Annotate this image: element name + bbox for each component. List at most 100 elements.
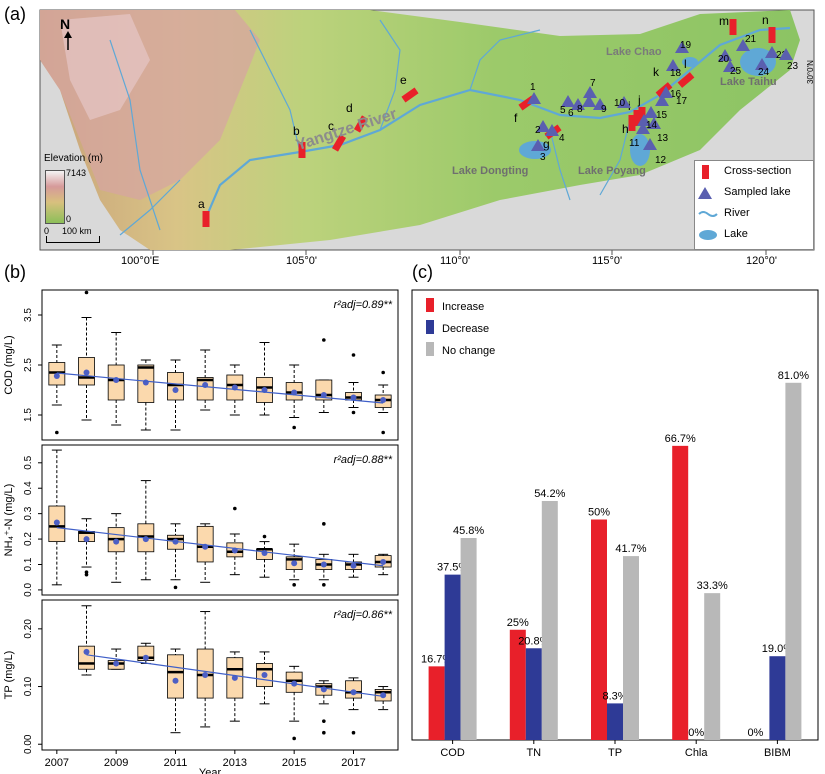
- boxplot-frame: [41, 599, 399, 751]
- mean-point: [53, 373, 60, 379]
- y-axis-label: COD (mg/L): [3, 335, 15, 394]
- bar-value-label: 54.2%: [534, 488, 565, 500]
- sampled-lake-label: 1: [530, 82, 536, 93]
- cross-section-label: d: [346, 101, 353, 115]
- sampled-lake-marker: [723, 60, 737, 72]
- sampled-lake-marker: [593, 98, 607, 110]
- sampled-lake-marker: [561, 95, 575, 107]
- y-tick-label: 0.1: [23, 557, 34, 571]
- sampled-lake-label: 12: [655, 155, 667, 166]
- trend-line: [86, 654, 384, 697]
- mean-point: [172, 677, 179, 684]
- outlier-point: [292, 736, 296, 741]
- mean-point: [380, 692, 387, 699]
- mean-point: [83, 369, 90, 376]
- mean-point: [142, 536, 149, 543]
- outlier-point: [55, 430, 59, 435]
- scale-bar: [46, 236, 100, 243]
- outlier-point: [322, 583, 326, 587]
- bar-value-label: 37.5%: [437, 562, 468, 574]
- legend-sampled-lake-icon: [698, 187, 712, 199]
- sampled-lake-label: 7: [590, 78, 596, 89]
- cross-section-marker: [202, 211, 210, 227]
- panel-b-label: (b): [4, 262, 26, 282]
- bar-increase: [591, 519, 607, 740]
- y-tick-label: 3.5: [23, 308, 34, 322]
- panel-b-boxplots: 1.5 2.5 3.5 COD (mg/L) r²adj=0.89** 0.0 0.1 0.2…: [3, 289, 399, 774]
- sampled-lake-label: 21: [745, 34, 757, 45]
- bar-value-label: 41.7%: [615, 543, 646, 555]
- cross-section-marker: [298, 142, 306, 158]
- cross-section-label: k: [653, 65, 660, 79]
- bar-decrease: [607, 703, 623, 740]
- lon-label-105: 105°0': [286, 255, 317, 267]
- sampled-lake-marker: [636, 122, 650, 134]
- legend-label: Increase: [442, 301, 484, 313]
- cross-section-marker: [768, 27, 776, 43]
- bar-value-label: 66.7%: [665, 433, 696, 445]
- legend-cross-section-icon: [702, 165, 709, 179]
- mean-point: [380, 558, 387, 565]
- outlier-point: [322, 522, 326, 526]
- sampled-lake-marker: [718, 49, 732, 61]
- lake-dongting-label: Lake Dongting: [452, 165, 529, 177]
- sampled-lake-marker: [545, 124, 559, 136]
- cross-section-marker: [353, 115, 369, 133]
- legend-cross-section-label: Cross-section: [724, 165, 792, 177]
- bar-decrease: [444, 574, 461, 740]
- sampled-lake-marker: [779, 48, 793, 60]
- y-tick-label: 0.0: [23, 583, 34, 597]
- sampled-lake-label: 18: [670, 68, 682, 79]
- legend-lake-icon: [699, 230, 717, 240]
- outlier-point: [351, 730, 356, 735]
- bar-no-change: [704, 593, 721, 740]
- lon-label-120: 120°0': [746, 255, 777, 267]
- cross-section-marker: [677, 72, 695, 88]
- outlier-point: [322, 730, 326, 735]
- legend-swatch: [426, 298, 434, 312]
- bar-increase: [509, 629, 526, 740]
- mean-point: [53, 519, 60, 526]
- outlier-point: [351, 410, 356, 415]
- mean-point: [380, 397, 387, 403]
- legend-river-icon: [698, 211, 718, 217]
- y-tick-label: 0.3: [23, 506, 34, 520]
- bar-no-change: [541, 500, 558, 740]
- lake-taihu-label: Lake Taihu: [720, 76, 777, 88]
- sampled-lake-label: 11: [629, 138, 640, 149]
- x-tick-label: 2011: [164, 757, 188, 769]
- mean-point: [350, 562, 357, 569]
- y-tick-label: 0.4: [23, 481, 34, 495]
- bar-value-label: 81.0%: [778, 370, 809, 382]
- outlier-point: [84, 572, 89, 577]
- sampled-lake-marker: [675, 41, 689, 53]
- sampled-lake-marker: [659, 86, 673, 98]
- sampled-lake-marker: [582, 95, 596, 107]
- x-tick-label: 2007: [45, 757, 69, 769]
- sampled-lake-label: 19: [680, 40, 692, 51]
- boxplot-frame: [41, 444, 399, 596]
- mean-point: [261, 672, 268, 678]
- panel-a-label: (a): [4, 4, 26, 24]
- cross-section-label: c: [328, 119, 334, 133]
- y-axis-label: TP (mg/L): [3, 651, 15, 700]
- sampled-lake-label: 17: [676, 96, 688, 107]
- outlier-point: [351, 353, 356, 357]
- cross-section-marker: [331, 134, 347, 152]
- sampled-lake-marker: [617, 96, 631, 108]
- bar-value-label: 33.3%: [697, 580, 728, 592]
- mean-point: [83, 536, 90, 543]
- panel-c-label: (c): [412, 262, 433, 282]
- elevation-min: 0: [66, 214, 72, 224]
- fit-annotation: r²adj=0.89**: [334, 299, 393, 311]
- lake-chao-label: Lake Chao: [606, 46, 662, 58]
- x-tick-label: 2009: [104, 757, 128, 769]
- sampled-lake-label: 4: [559, 133, 565, 144]
- elevation-max: 7143: [66, 168, 87, 178]
- mean-point: [291, 560, 298, 567]
- cross-section-marker: [638, 107, 646, 123]
- bar-value-label: 50%: [588, 507, 610, 519]
- bar-no-change: [623, 556, 639, 740]
- category-label: TP: [608, 747, 622, 759]
- outlier-point: [292, 425, 296, 430]
